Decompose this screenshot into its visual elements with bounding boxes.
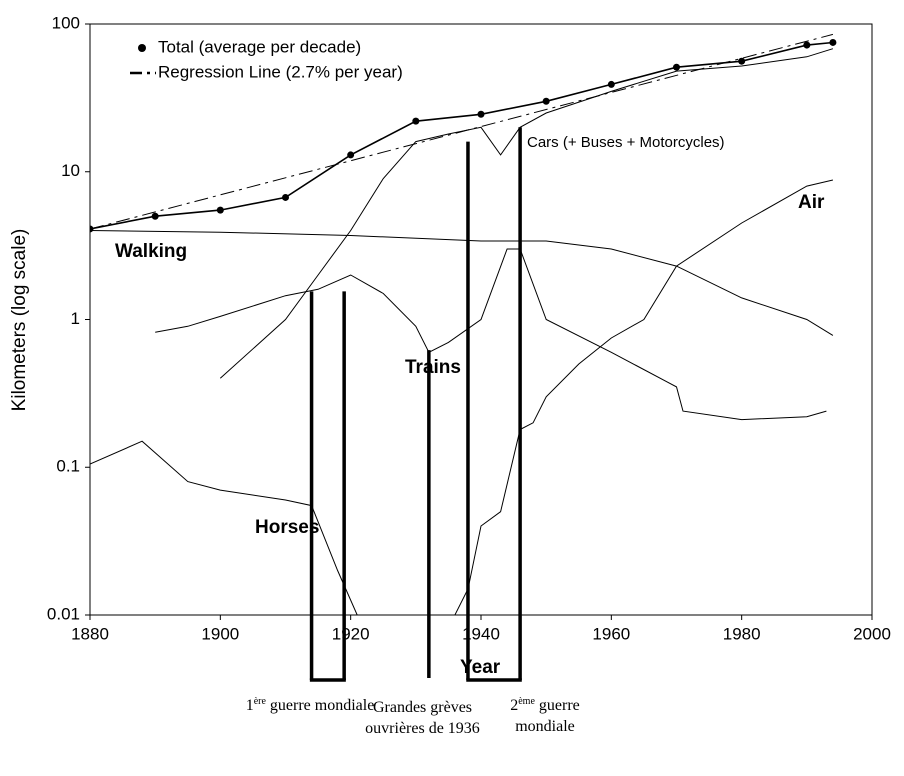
event-label-part: Grandes grèves ouvrières de 1936	[365, 699, 480, 737]
y-tick-label: 10	[61, 161, 80, 180]
series-label: Trains	[405, 357, 461, 378]
x-tick-label: 1920	[332, 624, 370, 643]
plot-lines	[90, 33, 837, 615]
y-tick-label: 1	[71, 309, 80, 328]
event-label-part: ème	[518, 696, 535, 707]
event-label-part: guerre mondiale	[269, 697, 375, 714]
event-label-part: 1	[245, 697, 254, 714]
event-label-part: guerre mondiale	[515, 697, 580, 735]
event-label-part: 2	[510, 697, 519, 714]
data-point	[803, 41, 811, 49]
data-point	[542, 97, 550, 105]
x-tick-label: 1960	[592, 624, 630, 643]
series-label: Cars (+ Buses + Motorcycles)	[527, 134, 725, 151]
data-point	[673, 63, 680, 71]
legend-marker	[138, 44, 146, 52]
data-point	[607, 80, 615, 88]
y-tick-label: 0.01	[47, 604, 80, 623]
event-label: Grandes grèves ouvrières de 1936	[345, 697, 500, 739]
y-tick-label: 100	[52, 13, 80, 32]
y-tick-label: 0.1	[56, 457, 80, 476]
data-point	[347, 151, 355, 159]
series-line	[454, 179, 834, 615]
x-axis-label: Year	[460, 657, 501, 678]
event-label: 2ème guerre mondiale	[480, 695, 610, 737]
data-point	[477, 110, 485, 118]
legend-label: Regression Line (2.7% per year)	[158, 62, 403, 81]
series-line	[90, 230, 834, 336]
data-point	[829, 38, 837, 46]
y-axis-label: Kilometers (log scale)	[9, 229, 30, 412]
x-tick-label: 1940	[462, 624, 500, 643]
series-line	[90, 440, 358, 615]
data-point	[282, 193, 289, 201]
event-label: 1ère guerre mondiale	[245, 695, 375, 716]
series-label: Air	[798, 192, 825, 213]
series-line	[155, 248, 827, 421]
legend-label: Total (average per decade)	[158, 37, 361, 56]
series-line	[219, 48, 834, 379]
data-point	[151, 212, 159, 220]
event-label-part: ère	[253, 696, 266, 707]
series-label: Walking	[115, 241, 187, 262]
x-tick-label: 1900	[201, 624, 239, 643]
data-point	[738, 57, 746, 65]
data-point	[216, 206, 224, 214]
x-tick-label: 1880	[71, 624, 109, 643]
x-tick-label: 2000	[853, 624, 891, 643]
series-label: Horses	[255, 517, 319, 538]
x-tick-label: 1980	[723, 624, 761, 643]
data-point	[412, 117, 420, 125]
